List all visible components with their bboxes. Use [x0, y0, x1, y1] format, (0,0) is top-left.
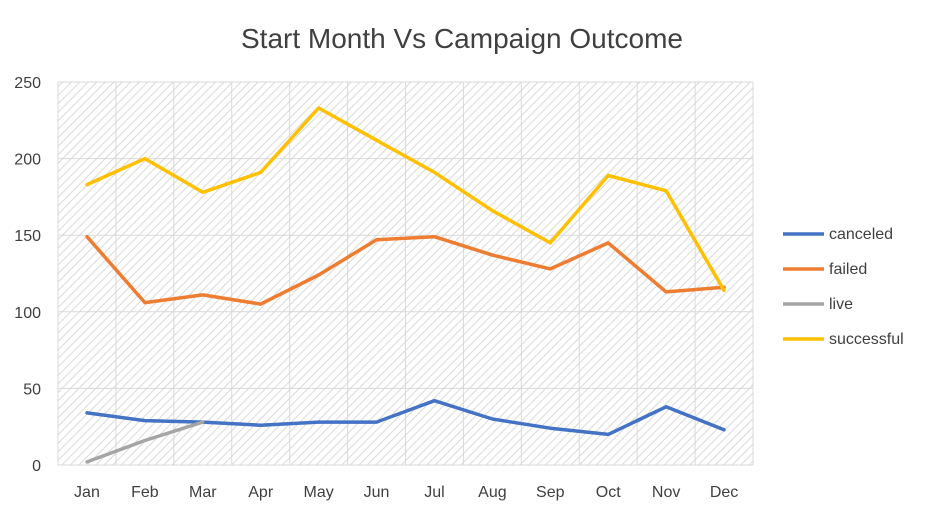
- y-tick-label: 150: [14, 228, 41, 245]
- x-tick-label: Dec: [710, 484, 738, 501]
- y-tick-label: 0: [32, 458, 41, 475]
- x-tick-label: Jul: [424, 484, 444, 501]
- y-tick-label: 200: [14, 152, 41, 169]
- x-tick-label: May: [304, 484, 334, 501]
- series-line-live: [85, 420, 205, 464]
- series-line-canceled: [85, 398, 726, 437]
- x-axis-ticks: Jan Feb Mar Apr May Jun Jul Aug Sep Oct Nov Dec: [74, 484, 738, 501]
- y-axis-ticks: 0 50 100 150 200 250: [14, 75, 41, 475]
- series-lines: [85, 106, 726, 464]
- x-tick-label: Oct: [596, 484, 621, 501]
- x-tick-label: Apr: [248, 484, 274, 501]
- x-tick-label: Jan: [74, 484, 100, 501]
- y-tick-label: 100: [14, 305, 41, 322]
- x-tick-label: Mar: [189, 484, 217, 501]
- series-line-failed: [85, 234, 726, 306]
- legend: canceled failed live successful: [783, 226, 904, 348]
- legend-label-successful: successful: [829, 331, 904, 348]
- x-tick-label: Nov: [652, 484, 680, 501]
- x-tick-label: Sep: [536, 484, 565, 501]
- legend-label-canceled: canceled: [829, 226, 893, 243]
- series-line-successful: [85, 106, 726, 293]
- y-tick-label: 250: [14, 75, 41, 92]
- legend-label-failed: failed: [829, 261, 867, 278]
- x-tick-label: Feb: [131, 484, 159, 501]
- chart-title: Start Month Vs Campaign Outcome: [241, 23, 683, 54]
- gridlines: [57, 81, 754, 466]
- legend-label-live: live: [829, 296, 853, 313]
- y-tick-label: 50: [23, 381, 41, 398]
- x-tick-label: Jun: [364, 484, 390, 501]
- x-tick-label: Aug: [478, 484, 506, 501]
